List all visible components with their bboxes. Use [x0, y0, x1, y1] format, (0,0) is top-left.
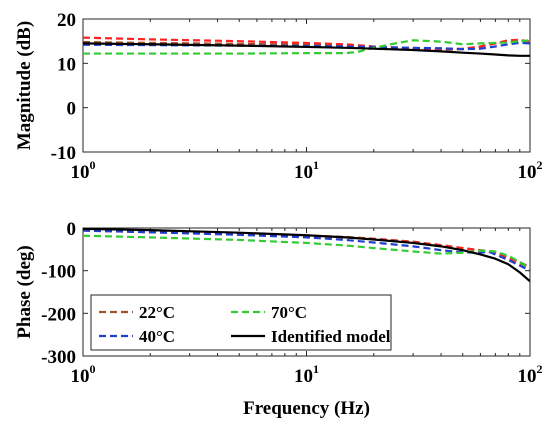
- x-tick-base: 10: [294, 162, 313, 183]
- y-axis-label: Phase (deg): [14, 245, 35, 338]
- series-group: [83, 228, 530, 283]
- y-tick-label: 0: [67, 99, 77, 120]
- series-line: [83, 234, 530, 270]
- x-tick-exponent: 1: [313, 362, 319, 376]
- y-tick-label: 10: [57, 54, 76, 75]
- series-line: [83, 228, 530, 283]
- y-axis-label: Magnitude (dB): [14, 21, 35, 150]
- x-tick-exponent: 0: [90, 158, 96, 172]
- x-tick-base: 10: [294, 366, 313, 387]
- x-tick-label: 101: [294, 158, 319, 183]
- x-axis-label: Frequency (Hz): [243, 398, 370, 419]
- x-tick-base: 10: [71, 162, 90, 183]
- series-line: [83, 42, 530, 57]
- legend-entry: 70°C: [271, 303, 307, 322]
- x-tick-label: 102: [518, 158, 543, 183]
- x-tick-label: 102: [518, 362, 543, 387]
- y-tick-label: -100: [41, 262, 76, 283]
- x-tick-label: 100: [71, 158, 96, 183]
- y-tick-label: -200: [41, 304, 76, 325]
- x-tick-label: 100: [71, 362, 96, 387]
- legend-entry: 40°C: [139, 327, 175, 346]
- legend-box: [90, 294, 392, 351]
- x-tick-base: 10: [518, 366, 537, 387]
- series-line: [83, 39, 530, 55]
- y-tick-label: -10: [51, 143, 76, 164]
- y-tick-label: 0: [67, 219, 77, 240]
- legend: 22°C 70°C 40°C Identified model: [90, 294, 392, 351]
- x-tick-label: 101: [294, 362, 319, 387]
- x-tick-exponent: 0: [90, 362, 96, 376]
- x-tick-base: 10: [71, 366, 90, 387]
- y-tick-label: 20: [57, 10, 76, 31]
- legend-entry: 22°C: [139, 303, 175, 322]
- x-tick-exponent: 1: [313, 158, 319, 172]
- series-line: [83, 229, 530, 272]
- x-tick-exponent: 2: [537, 362, 543, 376]
- y-tick-label: -300: [41, 347, 76, 368]
- series-group: [83, 36, 530, 57]
- legend-entry: Identified model: [271, 327, 391, 346]
- x-tick-base: 10: [518, 162, 537, 183]
- x-tick-exponent: 2: [537, 158, 543, 172]
